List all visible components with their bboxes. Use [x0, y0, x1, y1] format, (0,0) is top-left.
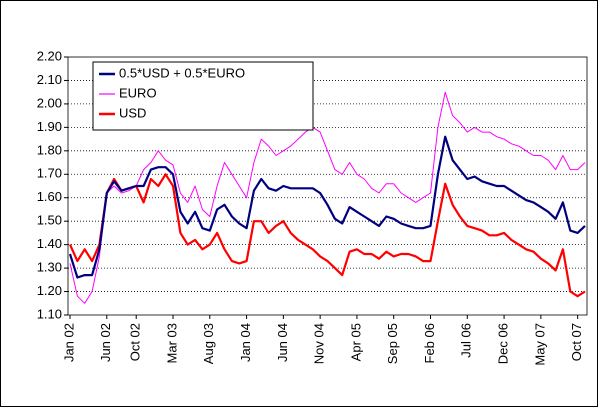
series-line: [69, 91, 586, 304]
y-tick-label: 2.20: [37, 48, 62, 63]
y-tick-label: 1.40: [37, 236, 62, 251]
x-tick-label: Oct 02: [128, 323, 143, 361]
x-tick-label: Jun 04: [275, 323, 290, 362]
y-tick-label: 1.50: [37, 213, 62, 228]
y-tick-label: 1.30: [37, 260, 62, 275]
x-tick-label: Apr 05: [348, 323, 363, 361]
y-tick-label: 1.80: [37, 142, 62, 157]
y-tick-label: 1.10: [37, 306, 62, 321]
x-tick-label: Jan 02: [61, 323, 76, 362]
x-tick-label: Oct 07: [569, 323, 584, 361]
y-tick-label: 1.70: [37, 166, 62, 181]
y-tick-label: 1.90: [37, 119, 62, 134]
x-tick-label: Nov 04: [312, 323, 327, 364]
y-tick-label: 1.60: [37, 189, 62, 204]
legend-label: EURO: [119, 85, 157, 100]
x-tick-label: Dec 06: [496, 323, 511, 364]
x-tick-label: Jun 02: [98, 323, 113, 362]
x-tick-label: May 07: [532, 323, 547, 366]
x-tick-label: Jul 06: [459, 323, 474, 358]
x-tick-label: Mar 03: [164, 323, 179, 363]
legend-box: [92, 61, 314, 131]
y-tick-label: 2.00: [37, 95, 62, 110]
y-tick-label: 2.10: [37, 72, 62, 87]
legend-label: 0.5*USD + 0.5*EURO: [119, 65, 245, 80]
series-line: [68, 135, 586, 279]
legend-label: USD: [119, 105, 146, 120]
series-line: [68, 173, 586, 298]
x-tick-label: Jan 04: [238, 323, 253, 362]
x-tick-label: Sep 05: [385, 323, 400, 364]
x-tick-label: Aug 03: [201, 323, 216, 364]
y-tick-label: 1.20: [37, 283, 62, 298]
x-tick-label: Feb 06: [422, 323, 437, 363]
